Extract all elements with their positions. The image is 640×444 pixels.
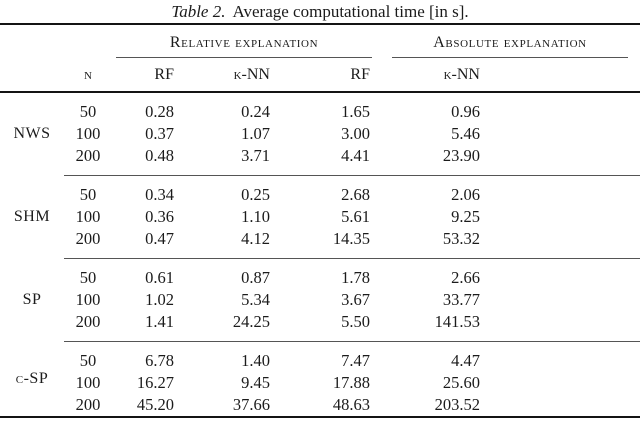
- cell-value: 203.52: [434, 395, 480, 414]
- cell-n: 50: [79, 102, 97, 121]
- cell-value: 3.67: [341, 290, 370, 309]
- table-caption-text: Average computational time [in s].: [232, 2, 469, 21]
- cell-value: 45.20: [136, 395, 174, 414]
- cell-value: 23.90: [395, 145, 640, 176]
- cell-value: 7.47: [341, 351, 370, 370]
- cell-value: 0.24: [241, 102, 270, 121]
- row-group-label: SHM: [13, 208, 51, 225]
- table-row: 100 0.37 1.07 3.00 5.46: [0, 123, 640, 145]
- cell-value: 37.66: [232, 395, 270, 414]
- column-group-wrap: Relative explanation Absolute explanatio…: [112, 25, 640, 58]
- column-group-absolute-explanation: Absolute explanation: [392, 25, 628, 58]
- table-row: 200 0.47 4.12 14.35 53.32: [0, 228, 640, 259]
- cell-value: 3.71: [200, 145, 310, 176]
- cell-value: 9.45: [241, 373, 270, 392]
- cell-value: 4.12: [200, 228, 310, 259]
- cell-value: 0.37: [145, 124, 174, 143]
- cell-value: 141.53: [395, 311, 640, 342]
- row-group-label: SP: [22, 291, 42, 308]
- column-header-rf-absolute: RF: [310, 58, 395, 93]
- cell-value: 0.87: [241, 268, 270, 287]
- table-row: SP 50 0.61 0.87 1.78 2.66: [0, 259, 640, 308]
- cell-value: 1.41: [112, 311, 200, 342]
- cell-value: 1.10: [241, 207, 270, 226]
- cell-value: 14.35: [310, 228, 395, 259]
- cell-value: 0.28: [145, 102, 174, 121]
- cell-n: 100: [75, 124, 101, 143]
- table-row: 100 0.36 1.10 5.61 9.25: [0, 206, 640, 228]
- cell-value: 25.60: [442, 373, 480, 392]
- column-header-rf-relative: RF: [112, 58, 200, 93]
- cell-value: 9.25: [451, 207, 480, 226]
- cell-n: 50: [79, 351, 97, 370]
- cell-value: 1.65: [341, 102, 370, 121]
- column-group-relative-explanation: Relative explanation: [116, 25, 372, 58]
- column-group-header-cell: Relative explanation Absolute explanatio…: [112, 24, 640, 58]
- cell-value: 2.66: [451, 268, 480, 287]
- cell-n: 100: [75, 290, 101, 309]
- cell-value: 4.47: [451, 351, 480, 370]
- cell-value: 17.88: [332, 373, 370, 392]
- table-row: 200 1.41 24.25 5.50 141.53: [0, 311, 640, 342]
- cell-value: 4.41: [310, 145, 395, 176]
- header-spacer: [0, 24, 112, 58]
- computational-time-table: Relative explanation Absolute explanatio…: [0, 23, 640, 418]
- cell-value: 0.25: [241, 185, 270, 204]
- cell-value: 1.40: [241, 351, 270, 370]
- cell-value: 48.63: [332, 395, 370, 414]
- table-body: NWS 50 0.28 0.24 1.65 0.96 100 0.37 1.07 3.00 5.46…: [0, 92, 640, 417]
- column-header-knn-absolute: k-NN: [395, 58, 640, 93]
- cell-n: 200: [64, 228, 112, 259]
- table-row: 200 0.48 3.71 4.41 23.90: [0, 145, 640, 176]
- cell-value: 2.06: [451, 185, 480, 204]
- column-header-n: n: [64, 58, 112, 93]
- cell-value: 6.78: [145, 351, 174, 370]
- cell-n: 100: [75, 373, 101, 392]
- cell-value: 0.48: [112, 145, 200, 176]
- cell-n: 100: [75, 207, 101, 226]
- cell-value: 0.61: [145, 268, 174, 287]
- table-row: NWS 50 0.28 0.24 1.65 0.96: [0, 92, 640, 142]
- cell-value: 5.46: [451, 124, 480, 143]
- cell-value: 1.07: [241, 124, 270, 143]
- cell-n: 200: [75, 395, 101, 414]
- cell-value: 0.47: [112, 228, 200, 259]
- cell-n: 50: [79, 268, 97, 287]
- column-header-knn-relative: k-NN: [200, 58, 310, 93]
- header-spacer: [0, 58, 64, 93]
- row-group-label: NWS: [13, 125, 51, 143]
- table-row: 200 45.20 37.66 48.63 203.52: [0, 394, 640, 417]
- column-group-header-row: Relative explanation Absolute explanatio…: [0, 24, 640, 58]
- sub-header-row: n RF k-NN RF k-NN: [0, 58, 640, 93]
- cell-n: 200: [64, 145, 112, 176]
- table-row: 100 1.02 5.34 3.67 33.77: [0, 289, 640, 311]
- cell-n: 50: [79, 185, 97, 204]
- cell-value: 5.34: [241, 290, 270, 309]
- cell-value: 1.02: [145, 290, 174, 309]
- table-row: c-SP 50 6.78 1.40 7.47 4.47: [0, 342, 640, 387]
- row-group-label: c-SP: [15, 369, 49, 387]
- table-caption: Table 2. Average computational time [in s…: [0, 0, 640, 23]
- cell-value: 16.27: [136, 373, 174, 392]
- cell-value: 33.77: [442, 290, 480, 309]
- cell-value: 2.68: [341, 185, 370, 204]
- cell-value: 5.61: [341, 207, 370, 226]
- table-row: SHM 50 0.34 0.25 2.68 2.06: [0, 176, 640, 225]
- cell-value: 0.34: [145, 185, 174, 204]
- cell-value: 0.96: [451, 102, 480, 121]
- cell-value: 5.50: [310, 311, 395, 342]
- table-row: 100 16.27 9.45 17.88 25.60: [0, 372, 640, 394]
- cell-value: 53.32: [395, 228, 640, 259]
- cell-value: 0.36: [145, 207, 174, 226]
- table-caption-number: Table 2.: [171, 2, 226, 21]
- cell-value: 1.78: [341, 268, 370, 287]
- cell-value: 24.25: [200, 311, 310, 342]
- cell-value: 3.00: [341, 124, 370, 143]
- cell-n: 200: [64, 311, 112, 342]
